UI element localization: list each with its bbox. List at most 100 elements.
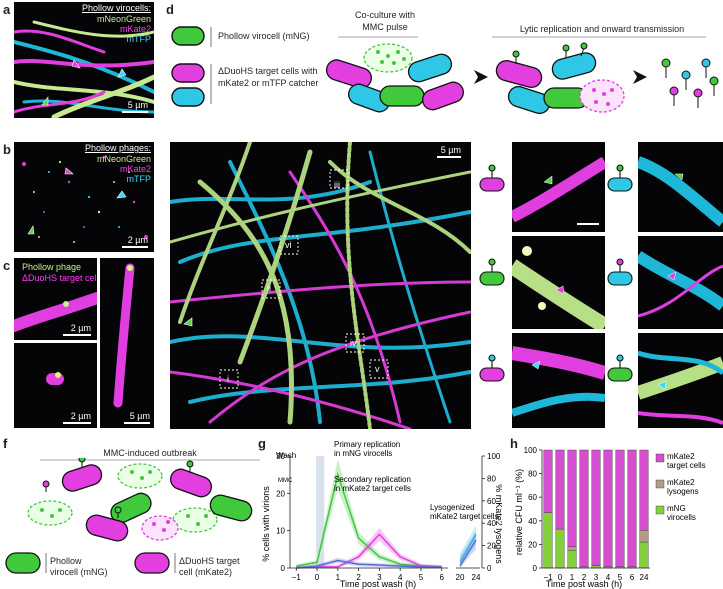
bar-2-5 [603, 449, 613, 568]
panel-f-schematic [5, 458, 260, 574]
g-xtick-right-label: 24 [472, 573, 481, 582]
micrograph-c2: 2 µm [14, 343, 97, 428]
micrograph-c1: Phollow phage ΔDuoHS target cell 2 µm [14, 258, 97, 340]
bar-2-1 [555, 449, 565, 530]
panel-b-scale-label: 2 µm [127, 235, 148, 245]
panel-e-scale-bar [437, 156, 461, 158]
line-right-series-0 [459, 534, 477, 563]
panel-c2-scale-bar [63, 422, 91, 424]
panel-label-f: f [3, 436, 8, 451]
bar-2-0 [543, 449, 553, 513]
mmc-label: MMC [278, 478, 293, 484]
panel-a-channel-mkate2: mKate2 [119, 24, 151, 34]
g-ylabel-left: % cells with virions [261, 486, 271, 562]
panel-f-target-label-1: ΔDuoHS target [179, 556, 240, 566]
g-xtick-label: 5 [419, 573, 424, 582]
g-xtick-label: 1 [336, 573, 341, 582]
bar-2-7 [627, 449, 637, 568]
panel-a-channel-mtfp: mTFP [126, 34, 152, 44]
mmc-band [315, 456, 325, 568]
panel-a-scale-label: 5 µm [127, 100, 148, 110]
panel-b-channel-mtfp: mTFP [126, 174, 152, 184]
panel-f-virocell-label-2: virocell (mNG) [50, 567, 108, 577]
bar-2-8 [639, 449, 649, 531]
panel-f-target-label-2: cell (mKate2) [179, 567, 233, 577]
h-legend-swatch-1 [655, 479, 665, 489]
roi-label-iv: iv [350, 338, 357, 348]
h-ytick-label: 100 [524, 446, 538, 455]
panel-label-a: a [3, 2, 11, 17]
line-series-2 [296, 559, 442, 569]
h-xtick-label: 6 [630, 573, 635, 582]
roi-label-i: i [227, 374, 229, 384]
panel-c3-scale-label: 5 µm [129, 411, 150, 421]
roi-iii [329, 169, 349, 189]
panel-label-g: g [258, 436, 266, 451]
g-xtick-label: 0 [315, 573, 320, 582]
annotation-secondary-2: in mKate2 target cells [334, 484, 411, 493]
bar-2-4 [591, 449, 601, 566]
inset-scale-bar [577, 223, 599, 225]
panel-c-target-label: ΔDuoHS target cell [22, 273, 97, 283]
panel-d-schematic [171, 26, 719, 115]
panel-c1-scale-label: 2 µm [70, 323, 91, 333]
g-xtick-label: −1 [292, 573, 302, 582]
h-legend-label-2-a: mNG [667, 504, 686, 513]
legend-target-mtfp-cell-icon [171, 87, 205, 107]
legend-target-label-line1: ΔDuoHS target cells with [218, 66, 318, 76]
h-xtick-label: 4 [606, 573, 611, 582]
g-ytick-label: 20 [276, 489, 285, 498]
g-xtick-label: 2 [356, 573, 361, 582]
annotation-lysogen-1: Lysogenized [430, 503, 475, 512]
h-legend-swatch-0 [655, 453, 665, 463]
g-y2tick-label: 100 [487, 452, 501, 461]
h-ytick-label: 0 [533, 564, 538, 573]
line-right-series-1 [459, 539, 477, 567]
roi-label-v: v [375, 364, 380, 374]
panel-label-h: h [510, 436, 518, 451]
roi-i [219, 369, 239, 389]
micrograph-c3: 5 µm [100, 258, 154, 428]
bar-0-8 [639, 541, 649, 569]
inset-vi-image [638, 333, 723, 428]
bar-0-0 [543, 512, 553, 569]
micrograph-e: 5 µm iii vi ii iv v i [170, 142, 471, 429]
legend-virocell-label: Phollow virocell (mNG) [218, 31, 310, 41]
g-y2tick-label: 40 [487, 519, 496, 528]
bar-2-2 [567, 449, 577, 547]
h-ytick-label: 40 [528, 517, 537, 526]
line-series-1 [296, 533, 442, 569]
line-series-0 [296, 471, 442, 568]
wash-label: Wash [276, 451, 296, 460]
panel-e-scale-label: 5 µm [440, 145, 461, 155]
panel-c-phage-label: Phollow phage [22, 262, 82, 272]
panel-f-title: MMC-induced outbreak [103, 448, 197, 458]
h-legend-label-0-a: mKate2 [667, 452, 695, 461]
g-ytick-label: 0 [281, 564, 286, 573]
panel-label-c: c [3, 258, 11, 273]
panel-b-channel-mng: mNeonGreen [96, 154, 151, 164]
micrograph-a: Phollow virocells: mNeonGreen mKate2 mTF… [14, 2, 154, 118]
g-xlabel: Time post wash (h) [340, 579, 416, 589]
panel-a-channel-mng: mNeonGreen [96, 14, 151, 24]
bar-1-8 [639, 530, 649, 543]
panel-f-virocell-label-1: Phollow [50, 556, 82, 566]
h-xtick-label: 1 [570, 573, 575, 582]
panel-a-title: Phollow virocells: [81, 3, 151, 13]
bar-0-1 [555, 528, 565, 569]
inset-iv-image [638, 236, 723, 329]
panel-b-scale-bar [122, 246, 148, 248]
band-series-0 [296, 459, 442, 568]
h-legend-label-0-b: target cells [667, 461, 706, 470]
g-xtick-label: 4 [398, 573, 403, 582]
h-xtick-label: 24 [640, 573, 649, 582]
bar-2-6 [615, 449, 625, 568]
annotation-secondary-1: Secondary replication [334, 475, 411, 484]
legend-target-mkate2-cell-icon [171, 63, 205, 83]
g-xtick-label: 3 [377, 573, 382, 582]
h-ylabel: relative CFU ml⁻¹ (%) [514, 469, 524, 555]
h-legend-label-2-b: virocells [667, 513, 696, 522]
g-y2tick-label: 60 [487, 497, 496, 506]
